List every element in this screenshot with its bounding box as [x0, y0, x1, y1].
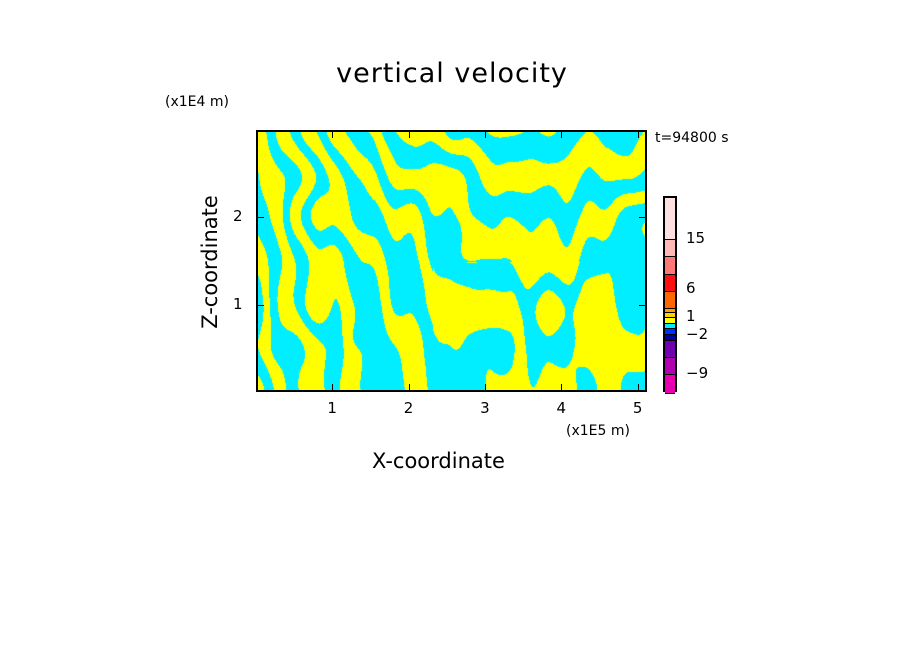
- y-axis-label: Z-coordinate: [198, 195, 222, 329]
- colorbar-segment: [665, 257, 675, 275]
- colorbar-label: −2: [686, 325, 709, 343]
- colorbar-label: 6: [686, 279, 696, 297]
- colorbar-segment: [665, 292, 675, 309]
- y-tick-mark: [639, 217, 647, 219]
- x-tick-mark: [408, 130, 410, 138]
- y-tick-mark: [256, 217, 264, 219]
- colorbar-label: −9: [686, 364, 709, 382]
- y-tick-label: 2: [233, 207, 243, 226]
- colorbar-segment: [665, 240, 675, 257]
- colorbar-segment: [665, 275, 675, 292]
- colorbar-segment: [665, 313, 675, 318]
- velocity-field: [258, 132, 645, 390]
- x-unit-label: (x1E5 m): [566, 423, 630, 439]
- x-tick-mark: [561, 130, 563, 138]
- y-unit-label: (x1E4 m): [165, 94, 229, 110]
- colorbar-segment: [665, 329, 675, 335]
- x-tick-mark: [637, 130, 639, 138]
- x-tick-label: 1: [327, 399, 337, 417]
- colorbar-segment: [665, 335, 675, 341]
- x-tick-mark: [637, 384, 639, 392]
- time-label: t=94800 s: [655, 130, 729, 146]
- colorbar-segment: [665, 198, 675, 240]
- x-tick-label: 5: [632, 399, 643, 417]
- colorbar-segment: [665, 341, 675, 358]
- colorbar-segment: [665, 318, 675, 324]
- x-axis-label: X-coordinate: [372, 449, 505, 473]
- chart-title: vertical velocity: [336, 58, 568, 89]
- colorbar-segment: [665, 309, 675, 313]
- colorbar-label: 1: [686, 307, 696, 325]
- x-tick-mark: [485, 384, 487, 392]
- colorbar-label: 15: [686, 229, 706, 247]
- x-tick-label: 4: [556, 399, 567, 417]
- x-tick-mark: [332, 384, 334, 392]
- colorbar-segment: [665, 358, 675, 375]
- x-tick-label: 3: [480, 399, 490, 417]
- colorbar: [663, 196, 677, 394]
- y-tick-mark: [639, 304, 647, 306]
- x-tick-mark: [332, 130, 334, 138]
- x-tick-mark: [485, 130, 487, 138]
- y-tick-mark: [256, 304, 264, 306]
- x-tick-mark: [408, 384, 410, 392]
- y-tick-label: 1: [233, 294, 243, 313]
- x-tick-mark: [561, 384, 563, 392]
- colorbar-segment: [665, 375, 675, 394]
- colorbar-segment: [665, 324, 675, 329]
- x-tick-label: 2: [403, 399, 414, 417]
- plot-area: [256, 130, 647, 392]
